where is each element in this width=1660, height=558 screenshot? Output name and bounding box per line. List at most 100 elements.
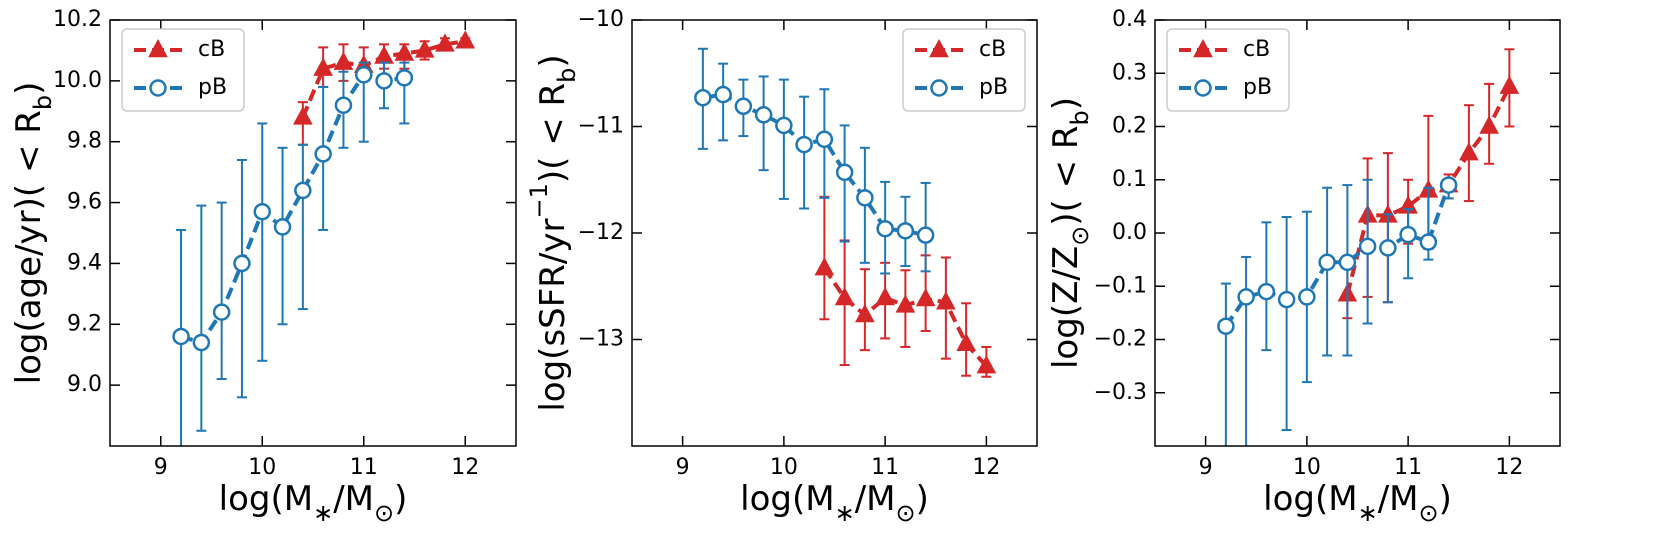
marker (876, 219, 894, 238)
marker (856, 189, 874, 207)
marker (1459, 142, 1479, 161)
marker (395, 69, 414, 87)
y-tick-label: −13 (578, 327, 624, 352)
marker (1298, 288, 1316, 306)
error-bar (216, 201, 227, 381)
marker (1318, 253, 1336, 272)
y-tick-label: 9.4 (67, 250, 102, 275)
error-bar (1322, 186, 1333, 357)
panel: 9 10 11 12−13−12−11−10log(M∗/M⊙)log(sSFR/yr… (525, 7, 1038, 528)
marker (314, 145, 332, 163)
error-bar (257, 122, 268, 362)
legend-label: cB (979, 37, 1006, 62)
label-part: )( < R (1046, 125, 1086, 225)
x-tick-label: 9 (676, 455, 690, 480)
plot-area (172, 30, 476, 446)
panel: 9 10 11 12 −0.3 −0.2 −0.1 0.0 0.1 0.2 0.3 0.4 log(M∗… (1046, 7, 1561, 527)
error-bar (196, 204, 207, 432)
y-tick-label: 0.4 (1112, 7, 1147, 32)
marker (293, 106, 313, 125)
axes-frame (631, 19, 1038, 447)
series-line (702, 92, 927, 238)
marker (375, 72, 393, 90)
label-part: log(sSFR/yr (533, 219, 573, 412)
legend-marker (149, 79, 167, 97)
label-part: ) (9, 82, 49, 95)
marker (1479, 115, 1499, 134)
y-tick-label: 9.8 (67, 129, 102, 154)
x-tick-label: 12 (1495, 455, 1523, 480)
label-part: b (29, 95, 57, 110)
marker (875, 287, 895, 306)
marker (333, 51, 354, 70)
marker (374, 45, 394, 64)
error-bar (1281, 216, 1292, 432)
legend: cB pB (902, 28, 1026, 112)
legend-label: cB (1243, 37, 1270, 62)
legend-marker (930, 79, 948, 97)
y-axis-label: log(sSFR/yr−1)( < Rb) (525, 54, 581, 411)
x-axis-label: log(M∗/M⊙) (740, 479, 929, 528)
y-axis-label: log(age/yr)( < Rb) (9, 82, 58, 385)
label-part: ) (916, 479, 929, 519)
label-part: log(Z/Z (1046, 246, 1086, 369)
label-part: ) (394, 479, 407, 519)
marker (714, 85, 732, 104)
x-tick-label: 10 (770, 455, 798, 480)
marker (1419, 233, 1438, 251)
x-tick-label: 11 (350, 455, 378, 480)
label-part: ⊙ (374, 499, 394, 527)
marker (814, 257, 835, 276)
marker (734, 97, 753, 116)
legend-marker (1194, 79, 1212, 97)
marker (455, 30, 476, 49)
marker (956, 332, 976, 352)
label-part: log(M (1263, 479, 1357, 519)
label-part: −1 (525, 183, 553, 218)
x-tick-label: 12 (972, 455, 1000, 480)
label-part: ⊙ (895, 499, 915, 527)
marker (754, 106, 773, 124)
label-part: ∗ (1358, 499, 1378, 527)
error-bar (778, 78, 789, 200)
marker (936, 291, 956, 310)
error-bar (1241, 255, 1252, 446)
marker (435, 33, 455, 52)
error-bar (1382, 213, 1393, 304)
legend-marker (929, 39, 949, 58)
marker (313, 57, 333, 76)
label-part: /M (1378, 479, 1419, 519)
marker (1379, 239, 1397, 257)
legend-marker (148, 39, 168, 58)
x-tick-label: 10 (248, 455, 276, 480)
y-tick-label: 0.3 (1112, 60, 1147, 85)
marker (1499, 75, 1520, 94)
marker (795, 135, 813, 154)
marker (253, 202, 271, 221)
panel: 9 10 11 12 9.0 9.2 9.4 9.6 9.8 10.0 10.2 log(M∗/M⊙)… (9, 7, 517, 527)
y-tick-label: −11 (578, 114, 624, 139)
marker (1217, 317, 1235, 335)
marker (1358, 237, 1377, 256)
y-tick-label: 9.0 (67, 372, 102, 397)
marker (212, 303, 231, 321)
x-tick-label: 12 (451, 455, 479, 480)
label-part: ) (1046, 97, 1086, 110)
label-part: /M (333, 479, 374, 519)
y-tick-label: −0.1 (1094, 273, 1147, 298)
marker (895, 294, 916, 313)
plot-area (1217, 48, 1520, 446)
y-tick-label: 10.2 (53, 7, 102, 32)
label-part: /M (855, 479, 896, 519)
marker (976, 355, 997, 374)
error-bar (1220, 282, 1231, 446)
label-part: )( < R (533, 83, 573, 183)
y-tick-label: 9.2 (67, 311, 102, 336)
axes-frame (109, 19, 517, 447)
error-bar (839, 124, 850, 243)
label-part: b (1066, 110, 1094, 125)
marker (1399, 225, 1417, 244)
marker (1338, 253, 1357, 272)
error-bar (1403, 208, 1414, 280)
marker (1439, 176, 1458, 194)
